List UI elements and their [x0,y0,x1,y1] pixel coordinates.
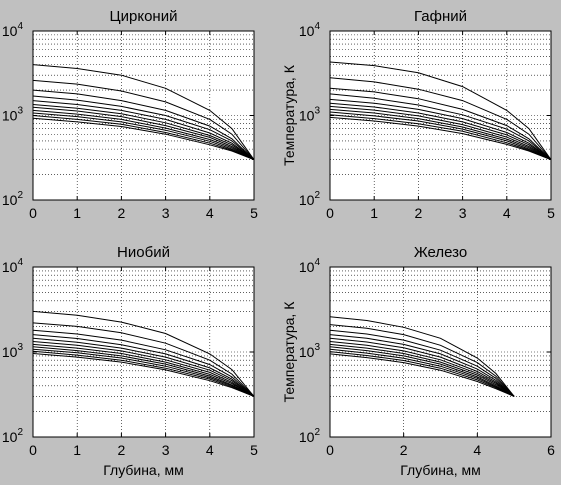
x-tick-label: 0 [29,442,37,458]
series-line-2 [329,324,515,397]
series-line-9 [329,348,515,397]
y-tick-label: 102 [299,190,321,208]
grid-lines [33,31,254,200]
series-line-5 [329,337,515,397]
y-tick-label: 102 [2,427,24,445]
series-line-6 [329,102,552,161]
y-tick-label: 104 [2,21,24,39]
x-axis-label: Глубина, мм [103,462,184,478]
y-tick-label: 102 [2,190,24,208]
x-tick-label: 0 [326,442,334,458]
x-axis-label: Глубина, мм [400,462,481,478]
series-line-11 [329,353,515,397]
x-tick-label: 3 [162,205,170,221]
series-line-5 [329,98,552,161]
series-line-2 [32,79,255,161]
x-tick-label: 2 [118,442,126,458]
series-line-7 [32,106,255,161]
series-line-4 [32,334,255,397]
series-line-10 [329,351,515,397]
series-line-10 [32,115,255,161]
series-line-4 [329,334,515,397]
series-line-5 [32,100,255,161]
y-axis-label: Температура, К [281,301,297,403]
y-tick-label: 102 [299,427,321,445]
series-line-9 [32,112,255,161]
y-axis-label: Температура, К [281,64,297,166]
x-tick-label: 5 [547,205,555,221]
panel-title: Гафний [414,8,467,25]
series-line-8 [329,108,552,161]
x-tick-label: 4 [473,442,481,458]
series-line-3 [32,329,255,397]
series-line-2 [32,322,255,397]
series-group [329,316,515,397]
x-tick-label: 4 [206,442,214,458]
panel-2: 0 1 2 3 4 5 102 103 104 Гафний Температура, К [281,8,555,221]
series-line-1 [32,64,255,160]
series-line-7 [32,343,255,397]
series-group [32,64,255,161]
series-line-9 [329,111,552,161]
series-group [32,310,255,397]
x-tick-label: 2 [400,442,408,458]
x-tick-label: 4 [503,205,511,221]
panel-title: Ниобий [117,244,170,261]
series-line-11 [32,117,255,161]
series-line-11 [32,353,255,397]
panel-1: 0 1 2 3 4 5 102 103 104 Цирконий [2,8,258,221]
series-line-8 [32,109,255,161]
series-line-3 [32,89,255,161]
y-tick-label: 103 [299,106,321,124]
series-line-4 [329,93,552,161]
x-tick-label: 5 [250,205,258,221]
series-line-1 [32,310,255,397]
series-line-10 [32,350,255,397]
series-line-3 [329,87,552,161]
x-tick-label: 4 [206,205,214,221]
x-tick-label: 1 [370,205,378,221]
grid-lines [330,267,551,437]
series-line-7 [329,343,515,397]
series-line-5 [32,337,255,397]
x-tick-label: 3 [162,442,170,458]
x-tick-label: 3 [459,205,467,221]
y-tick-label: 103 [2,342,24,360]
series-group [329,61,552,161]
panel-title: Цирконий [110,8,178,25]
x-tick-label: 1 [73,442,81,458]
series-line-2 [329,77,552,161]
y-tick-label: 104 [299,21,321,39]
y-tick-label: 104 [299,257,321,275]
series-line-1 [329,61,552,160]
series-line-4 [32,95,255,161]
series-line-6 [32,104,255,161]
series-line-8 [32,346,255,397]
x-tick-label: 6 [547,442,555,458]
x-tick-label: 0 [326,205,334,221]
series-line-1 [329,316,515,397]
x-tick-label: 1 [73,205,81,221]
x-tick-label: 2 [118,205,126,221]
series-line-11 [329,116,552,161]
x-tick-label: 0 [29,205,37,221]
y-tick-label: 103 [299,342,321,360]
series-line-9 [32,348,255,397]
series-line-7 [329,105,552,161]
series-line-8 [329,346,515,397]
series-line-3 [329,329,515,397]
panel-3: 0 1 2 3 4 5 102 103 104 Ниобий Глубина, мм [2,244,258,478]
y-tick-label: 104 [2,257,24,275]
y-tick-label: 103 [2,106,24,124]
series-line-6 [32,341,255,397]
panel-4: 0 2 4 6 102 103 104 Железо Глубина, мм Температур… [281,244,555,478]
series-line-6 [329,341,515,397]
x-tick-label: 2 [415,205,423,221]
x-tick-label: 5 [250,442,258,458]
panel-title: Железо [414,244,467,261]
series-line-10 [329,114,552,161]
